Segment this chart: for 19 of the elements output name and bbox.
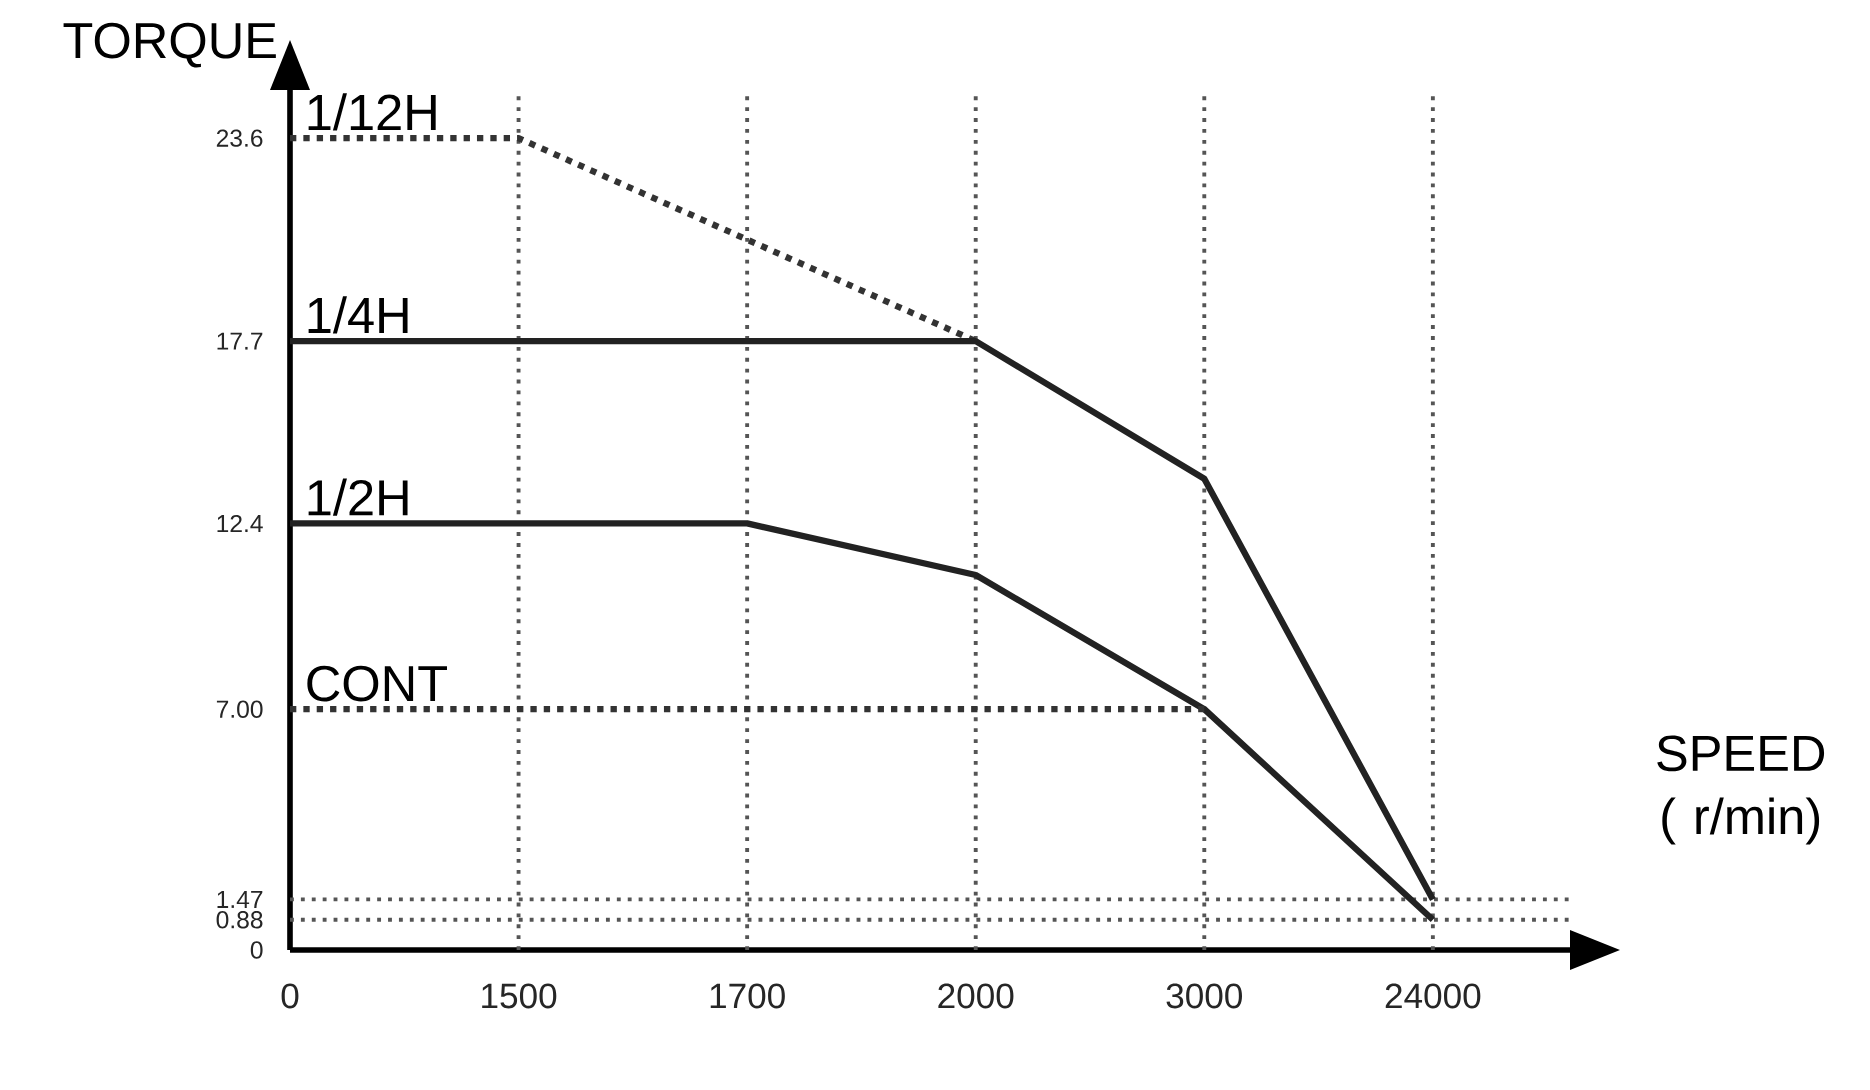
series-label: CONT [307, 665, 447, 702]
y-tick-label: 17.7 [217, 332, 263, 350]
y-tick-label: 0.88 [216, 911, 263, 929]
y-axis-title: TORQUE [63, 22, 276, 68]
x-tick-label: 0 [281, 983, 299, 1009]
y-tick-label: 0 [250, 941, 263, 959]
x-tick-label: 1500 [482, 983, 557, 1009]
y-tick-label: 1.47 [217, 890, 263, 908]
y-tick-label: 12.4 [217, 514, 263, 533]
x-axis-title: SPEED ( r/min) [1657, 735, 1825, 845]
series-label: 1/4H [308, 296, 408, 334]
x-tick-label: 24000 [1385, 983, 1481, 1009]
x-tick-label: 1700 [710, 983, 785, 1009]
x-tick-label: 3000 [1166, 983, 1243, 1009]
series-label: 1/2H [308, 478, 408, 516]
series-label: 1/12H [308, 93, 436, 131]
y-tick-label: 23.6 [216, 129, 263, 147]
x-tick-label: 2000 [938, 983, 1014, 1009]
y-tick-label: 7.00 [216, 700, 263, 718]
